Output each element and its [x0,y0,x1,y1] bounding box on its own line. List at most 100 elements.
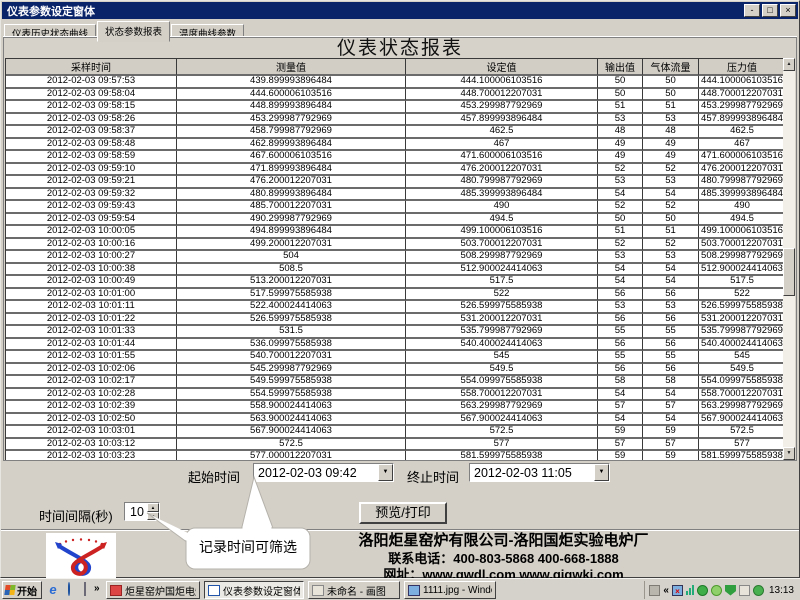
vertical-scrollbar[interactable]: ▲ ▼ [783,58,795,460]
restore-button[interactable]: □ [762,4,778,17]
interval-label: 时间间隔(秒) [39,509,113,524]
show-desktop-icon[interactable] [78,582,92,597]
report-panel: 仪表状态报表 采样时间 测量值 设定值 输出值 气体流量 压力值 2012-02-03 0… [3,37,797,461]
table-cell: 485.399993896484 [406,188,598,201]
table-row: 2012-02-03 09:58:04 444.600006103516 448.7… [6,88,785,101]
chevron-down-icon[interactable]: ▼ [594,464,609,481]
table-cell: 57 [643,401,699,414]
table-cell: 49 [643,151,699,164]
table-cell: 490 [699,201,785,214]
table-cell: 499.100006103516 [406,226,598,239]
table-cell: 513.200012207031 [177,276,406,289]
table-cell: 56 [598,338,643,351]
table-cell: 57 [598,401,643,414]
table-cell: 56 [643,363,699,376]
column-header: 设定值 [406,59,598,76]
table-cell: 53 [598,176,643,189]
company-name: 洛阳炬星窑炉有限公司-洛阳国炬实验电炉厂 [358,532,649,549]
status-green-icon[interactable] [696,584,708,596]
tab-strip: 仪表历史状态曲线 状态参数报表 温度曲线参数 [4,21,245,42]
table-cell: 53 [643,301,699,314]
taskbar-item-instrument-window[interactable]: 仪表参数设定窗体 [204,581,304,599]
signal-strength-icon[interactable] [685,585,694,595]
close-button[interactable]: × [780,4,796,17]
tray-collapse-icon[interactable]: « [663,584,669,596]
taskbar-item-paint[interactable]: 未命名 - 画图 [308,581,400,599]
table-cell: 54 [598,276,643,289]
table-cell: 457.899993896484 [699,113,785,126]
table-cell: 540.400024414063 [406,338,598,351]
table-cell: 2012-02-03 10:00:27 [6,251,177,264]
report-grid: 采样时间 测量值 设定值 输出值 气体流量 压力值 2012-02-03 09:57:53… [5,58,785,460]
table-cell: 563.299987792969 [699,401,785,414]
scrollbar-thumb[interactable] [783,248,795,296]
end-time-combobox[interactable]: 2012-02-03 11:05 ▼ [469,463,610,482]
table-row: 2012-02-03 10:01:55 540.700012207031 545 55… [6,351,785,364]
table-cell: 540.400024414063 [699,338,785,351]
preview-print-button[interactable]: 预览/打印 [359,502,447,524]
table-cell: 572.5 [406,426,598,439]
table-cell: 453.299987792969 [177,113,406,126]
table-cell: 2012-02-03 09:59:32 [6,188,177,201]
shield-icon[interactable] [724,584,736,596]
scroll-up-icon[interactable]: ▲ [783,58,795,71]
table-cell: 517.5 [406,276,598,289]
table-cell: 457.899993896484 [406,113,598,126]
start-time-combobox[interactable]: 2012-02-03 09:42 ▼ [253,463,394,482]
minimize-button[interactable]: - [744,4,760,17]
chevron-down-icon[interactable]: ▼ [378,464,393,481]
update-icon[interactable] [752,584,764,596]
monitor-chart-icon[interactable] [738,584,750,596]
table-cell: 50 [643,76,699,89]
table-cell: 2012-02-03 09:58:48 [6,138,177,151]
start-button[interactable]: 开始 [2,581,42,599]
taskbar-item-furnace-monitor[interactable]: 炬星窑炉国炬电炉监... [106,581,200,599]
furnace-app-icon [110,584,122,596]
table-row: 2012-02-03 10:00:49 513.200012207031 517.5… [6,276,785,289]
table-cell: 50 [643,88,699,101]
system-tray: « × 13:13 [644,581,800,599]
table-cell: 59 [598,426,643,439]
table-cell: 56 [598,363,643,376]
spin-up-icon[interactable]: ▲ [147,503,159,512]
table-row: 2012-02-03 10:02:50 563.900024414063 567.9… [6,413,785,426]
table-cell: 55 [643,326,699,339]
callout-bubble [146,475,311,570]
table-cell: 503.700012207031 [406,238,598,251]
table-row: 2012-02-03 10:00:05 494.899993896484 499.1… [6,226,785,239]
table-cell: 462.5 [406,126,598,139]
taskbar-item-image-viewer[interactable]: 1111.jpg - Windows ... [404,581,496,599]
messenger-icon[interactable] [62,582,76,597]
scroll-down-icon[interactable]: ▼ [783,447,795,460]
table-cell: 56 [598,313,643,326]
table-cell: 51 [598,101,643,114]
table-cell: 2012-02-03 09:59:10 [6,163,177,176]
table-row: 2012-02-03 09:58:15 448.899993896484 453.2… [6,101,785,114]
quicklaunch-overflow-icon[interactable]: » [94,583,100,594]
table-cell: 56 [643,288,699,301]
network-offline-icon[interactable]: × [671,584,683,596]
printer-icon[interactable] [649,584,661,596]
antivirus-icon[interactable] [710,584,722,596]
table-cell: 499.200012207031 [177,238,406,251]
table-header-row: 采样时间 测量值 设定值 输出值 气体流量 压力值 [6,59,785,76]
table-row: 2012-02-03 10:03:01 567.900024414063 572.5… [6,426,785,439]
window-icon [208,584,220,596]
table-cell: 444.100006103516 [699,76,785,89]
table-cell: 2012-02-03 10:00:49 [6,276,177,289]
table-row: 2012-02-03 09:57:53 439.899993896484 444.1… [6,76,785,89]
table-cell: 453.299987792969 [699,101,785,114]
table-cell: 50 [598,76,643,89]
table-cell: 56 [643,338,699,351]
table-cell: 54 [643,413,699,426]
column-header: 采样时间 [6,59,177,76]
table-cell: 554.099975585938 [699,376,785,389]
table-cell: 2012-02-03 09:58:04 [6,88,177,101]
table-cell: 2012-02-03 10:02:17 [6,376,177,389]
internet-explorer-icon[interactable]: e [49,582,57,597]
table-cell: 2012-02-03 09:58:59 [6,151,177,164]
tab-status-report[interactable]: 状态参数报表 [97,21,171,42]
table-cell: 59 [598,451,643,460]
table-cell: 545 [406,351,598,364]
paint-icon [312,584,324,596]
